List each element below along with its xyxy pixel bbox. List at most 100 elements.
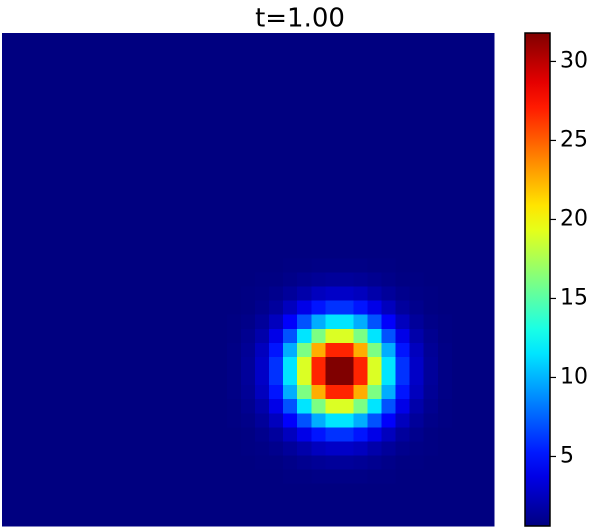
heatmap-cell: [184, 187, 200, 203]
heatmap-cell: [395, 371, 411, 386]
heatmap-cell: [339, 258, 355, 274]
heatmap-cell: [311, 356, 326, 372]
heatmap-cell: [128, 103, 144, 119]
heatmap-cell: [16, 385, 31, 400]
heatmap-cell: [255, 61, 270, 76]
heatmap-cell: [142, 187, 158, 203]
heatmap-cell: [30, 314, 45, 330]
heatmap-cell: [198, 371, 214, 386]
heatmap-cell: [212, 511, 228, 527]
heatmap-cell: [156, 33, 172, 48]
heatmap-cell: [16, 33, 31, 48]
heatmap-cell: [170, 511, 186, 527]
heatmap-cell: [465, 230, 481, 245]
heatmap-cell: [395, 511, 411, 527]
heatmap-cell: [465, 356, 481, 372]
heatmap-cell: [142, 131, 158, 147]
heatmap-cell: [226, 455, 242, 471]
heatmap-cell: [451, 314, 467, 330]
heatmap-cell: [297, 413, 312, 428]
heatmap-cell: [212, 413, 228, 428]
heatmap-cell: [240, 61, 256, 76]
heatmap-cell: [44, 342, 59, 358]
heatmap-cell: [16, 230, 31, 245]
heatmap-cell: [16, 356, 31, 372]
heatmap-cell: [409, 511, 425, 527]
heatmap-cell: [437, 258, 453, 274]
heatmap-cell: [381, 187, 397, 203]
heatmap: [2, 33, 495, 527]
heatmap-cell: [58, 47, 73, 62]
heatmap-cell: [114, 286, 130, 302]
heatmap-cell: [395, 75, 411, 90]
heatmap-cell: [142, 286, 158, 302]
heatmap-cell: [128, 61, 144, 76]
heatmap-cell: [16, 61, 31, 76]
heatmap-cell: [156, 469, 172, 485]
heatmap-cell: [367, 356, 383, 372]
heatmap-cell: [269, 455, 284, 471]
heatmap-cell: [86, 202, 101, 217]
heatmap-cell: [72, 469, 87, 485]
heatmap-cell: [451, 47, 467, 62]
heatmap-cell: [395, 117, 411, 133]
heatmap-cell: [339, 145, 355, 161]
heatmap-cell: [297, 145, 312, 161]
heatmap-cell: [297, 441, 312, 457]
heatmap-cell: [212, 427, 228, 443]
heatmap-cell: [128, 413, 144, 428]
heatmap-cell: [212, 314, 228, 330]
heatmap-cell: [465, 286, 481, 302]
heatmap-cell: [2, 328, 17, 344]
heatmap-cell: [16, 89, 31, 105]
heatmap-cell: [86, 244, 101, 259]
heatmap-cell: [170, 342, 186, 358]
heatmap-cell: [353, 230, 369, 245]
heatmap-cell: [395, 483, 411, 499]
heatmap-cell: [142, 216, 158, 231]
heatmap-cell: [409, 258, 425, 274]
heatmap-cell: [367, 202, 383, 217]
heatmap-cell: [114, 427, 130, 443]
heatmap-cell: [311, 202, 326, 217]
heatmap-cell: [16, 145, 31, 161]
heatmap-cell: [367, 399, 383, 414]
heatmap-cell: [226, 399, 242, 414]
heatmap-cell: [339, 328, 355, 344]
heatmap-cell: [479, 300, 495, 316]
heatmap-cell: [339, 413, 355, 428]
heatmap-cell: [451, 272, 467, 288]
heatmap-cell: [325, 230, 340, 245]
heatmap-cell: [2, 469, 17, 485]
heatmap-cell: [128, 187, 144, 203]
heatmap-cell: [16, 272, 31, 288]
heatmap-cell: [325, 441, 340, 457]
heatmap-cell: [255, 258, 270, 274]
heatmap-cell: [100, 117, 116, 133]
heatmap-cell: [423, 483, 439, 499]
heatmap-cell: [381, 356, 397, 372]
colorbar: [524, 32, 551, 527]
heatmap-cell: [381, 286, 397, 302]
heatmap-cell: [184, 314, 200, 330]
heatmap-cell: [30, 483, 45, 499]
heatmap-cell: [58, 455, 73, 471]
heatmap-cell: [395, 131, 411, 147]
heatmap-cell: [184, 202, 200, 217]
heatmap-cell: [44, 328, 59, 344]
heatmap-cell: [86, 413, 101, 428]
heatmap-cell: [100, 187, 116, 203]
heatmap-cell: [212, 497, 228, 513]
heatmap-cell: [72, 159, 87, 175]
heatmap-cell: [72, 314, 87, 330]
heatmap-cell: [170, 131, 186, 147]
heatmap-cell: [269, 103, 284, 119]
heatmap-cell: [325, 511, 340, 527]
heatmap-cell: [58, 230, 73, 245]
heatmap-cell: [423, 314, 439, 330]
heatmap-cell: [311, 159, 326, 175]
heatmap-cell: [184, 173, 200, 189]
heatmap-cell: [184, 286, 200, 302]
heatmap-cell: [353, 385, 369, 400]
heatmap-cell: [156, 173, 172, 189]
